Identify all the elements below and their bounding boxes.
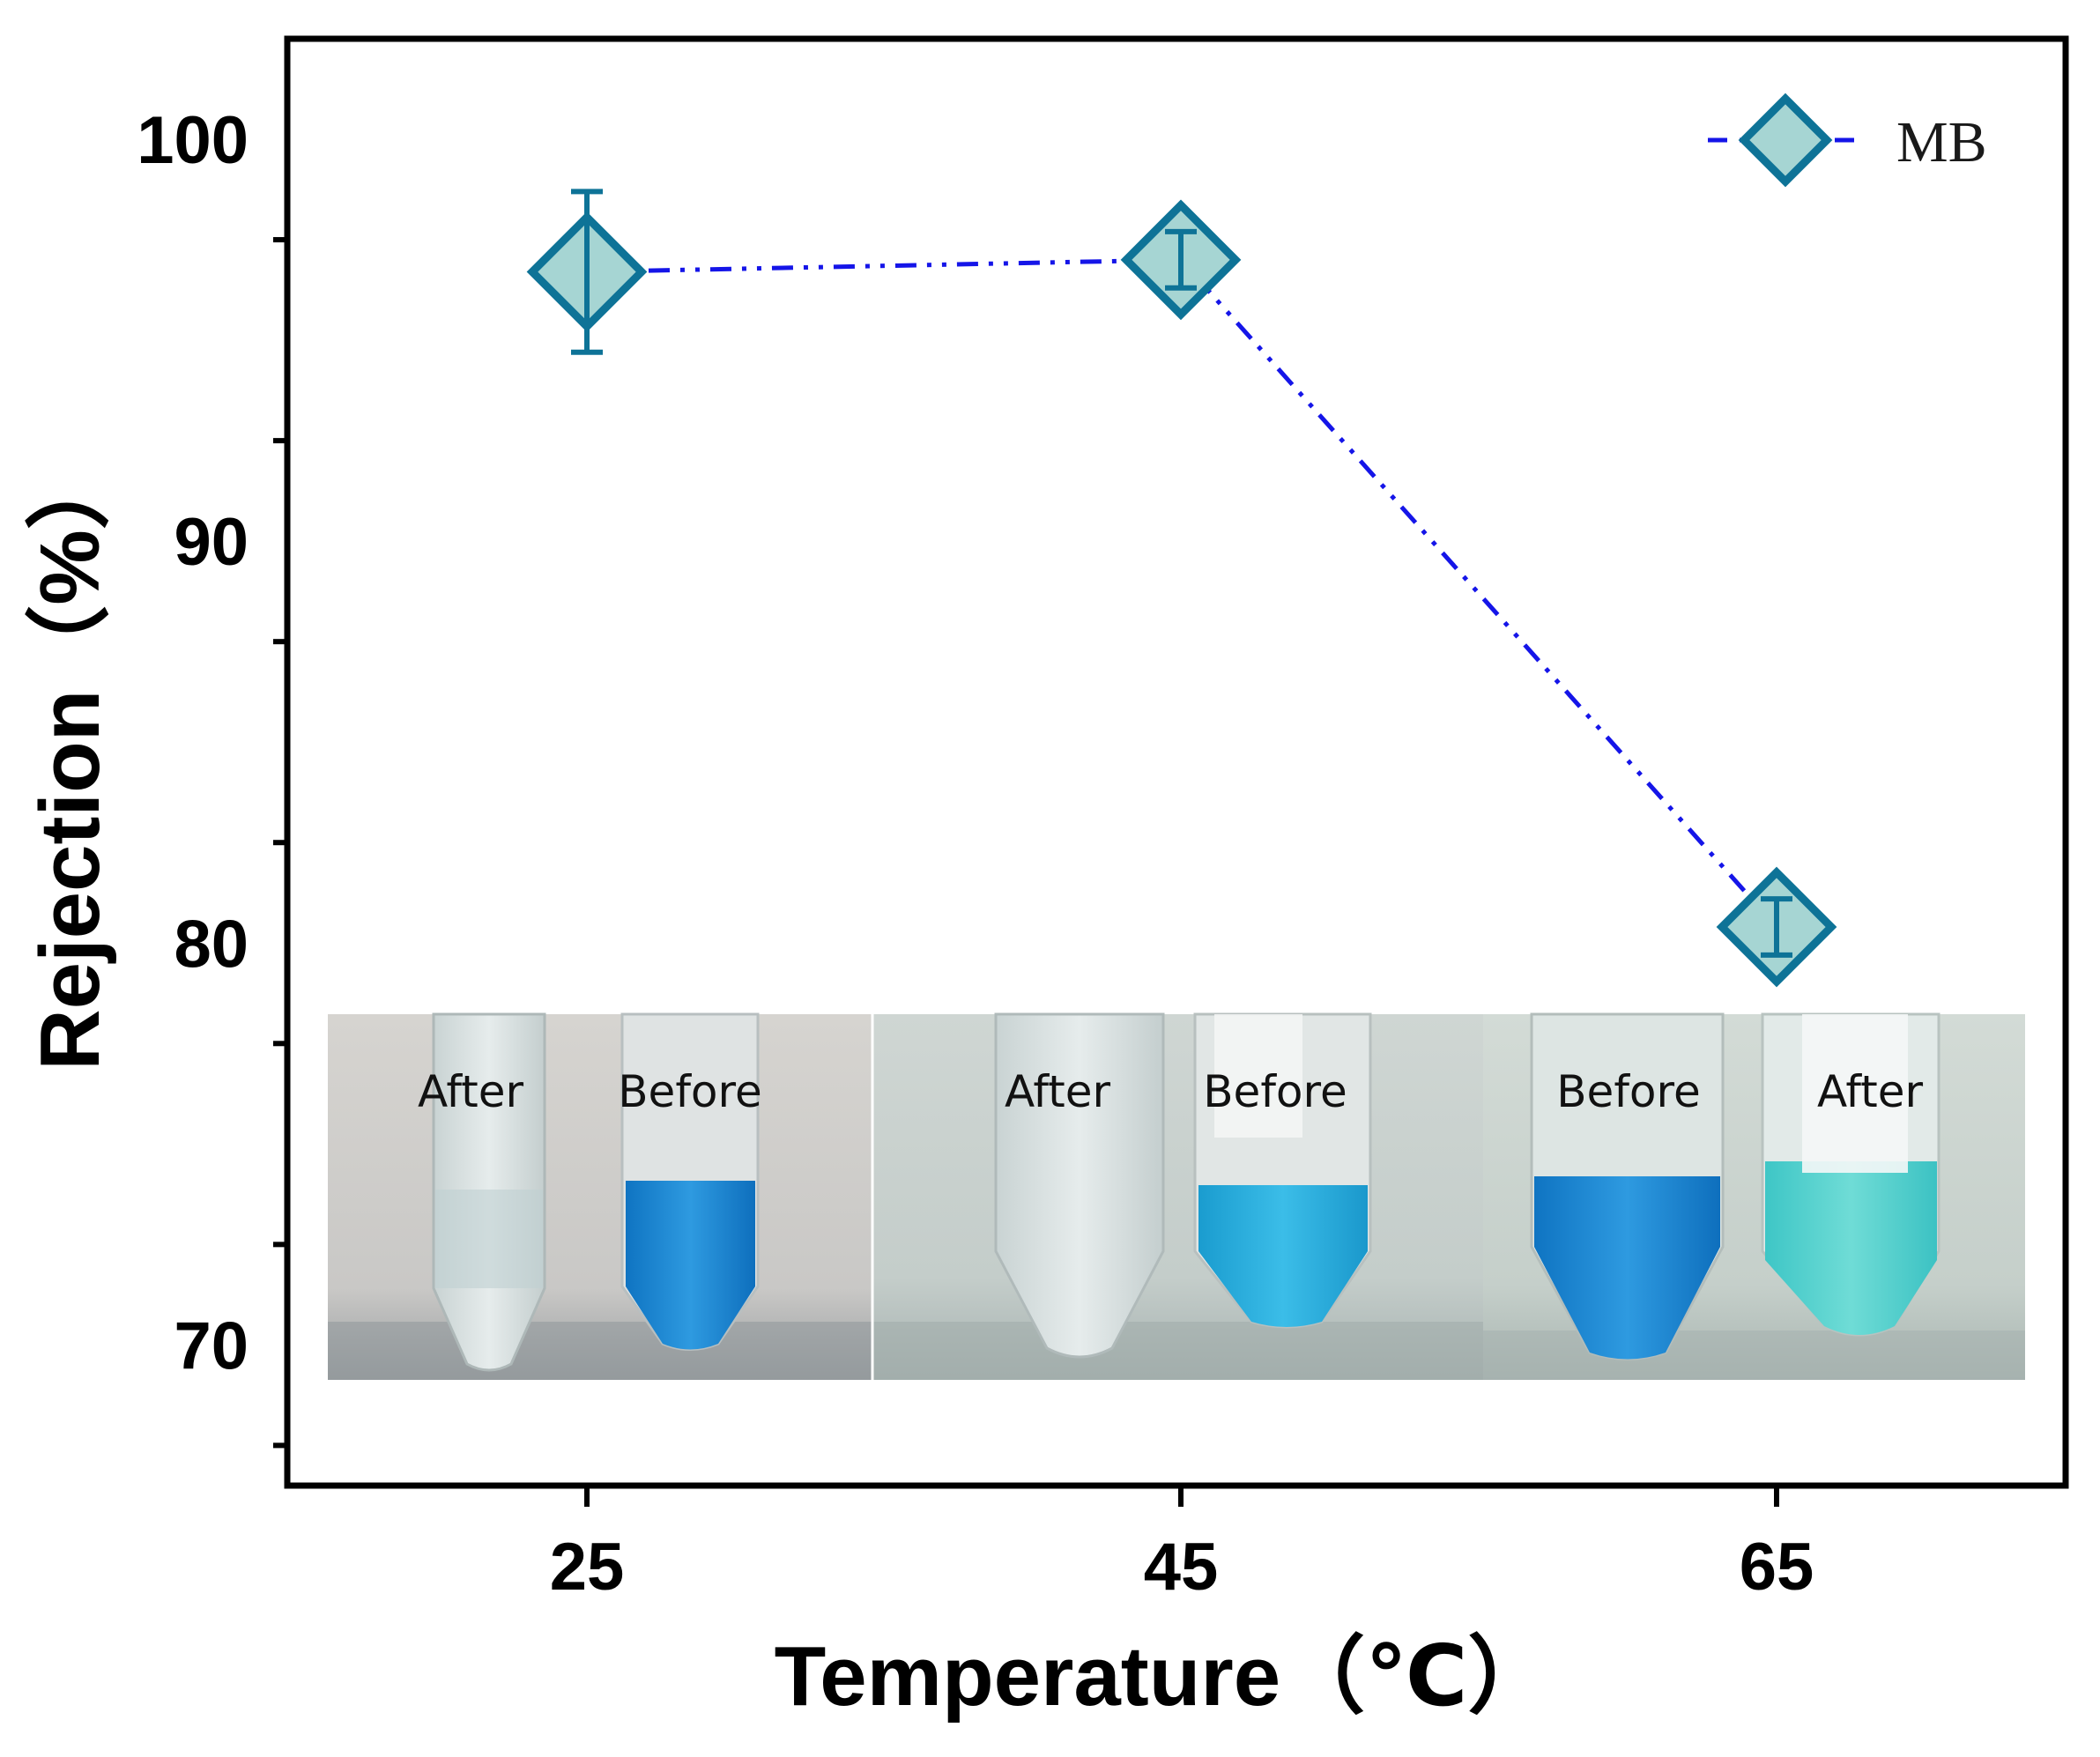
inset-photo-45: After Before bbox=[872, 1012, 1483, 1380]
legend-diamond-icon bbox=[1738, 93, 1833, 188]
inset-label-25-right: Before bbox=[618, 1066, 761, 1117]
y-axis-title: Rejection（%） bbox=[23, 445, 117, 1070]
inset-label-45-right: Before bbox=[1203, 1066, 1347, 1117]
y-tick-label: 80 bbox=[174, 907, 249, 982]
inset-label-65-right: After bbox=[1817, 1066, 1924, 1117]
y-tick-label: 90 bbox=[174, 505, 249, 580]
inset-photo-panels: After Before After Before Before After bbox=[328, 1012, 2025, 1380]
x-tick-label: 45 bbox=[1144, 1530, 1219, 1605]
legend-label: MB bbox=[1896, 110, 1987, 174]
y-axis-ticks: 70 80 90 100 bbox=[137, 103, 287, 1449]
inset-label-65-left: Before bbox=[1556, 1066, 1700, 1117]
plot-frame bbox=[284, 35, 2069, 1489]
series-line-mb bbox=[586, 257, 1778, 929]
x-tick-label: 65 bbox=[1740, 1530, 1814, 1605]
x-axis-ticks: 25 45 65 bbox=[550, 1486, 1814, 1605]
y-tick-label: 100 bbox=[137, 103, 249, 178]
inset-photo-65: Before After bbox=[1483, 1012, 2025, 1380]
inset-photo-25: After Before bbox=[328, 1012, 872, 1380]
x-tick-label: 25 bbox=[550, 1530, 625, 1605]
series-mb bbox=[526, 189, 1837, 988]
inset-label-25-left: After bbox=[418, 1066, 524, 1117]
y-tick-label: 70 bbox=[174, 1308, 249, 1383]
inset-label-45-left: After bbox=[1005, 1066, 1111, 1117]
x-axis-title: Temperature（℃） bbox=[775, 1629, 1553, 1724]
legend: MB bbox=[1708, 93, 1987, 188]
